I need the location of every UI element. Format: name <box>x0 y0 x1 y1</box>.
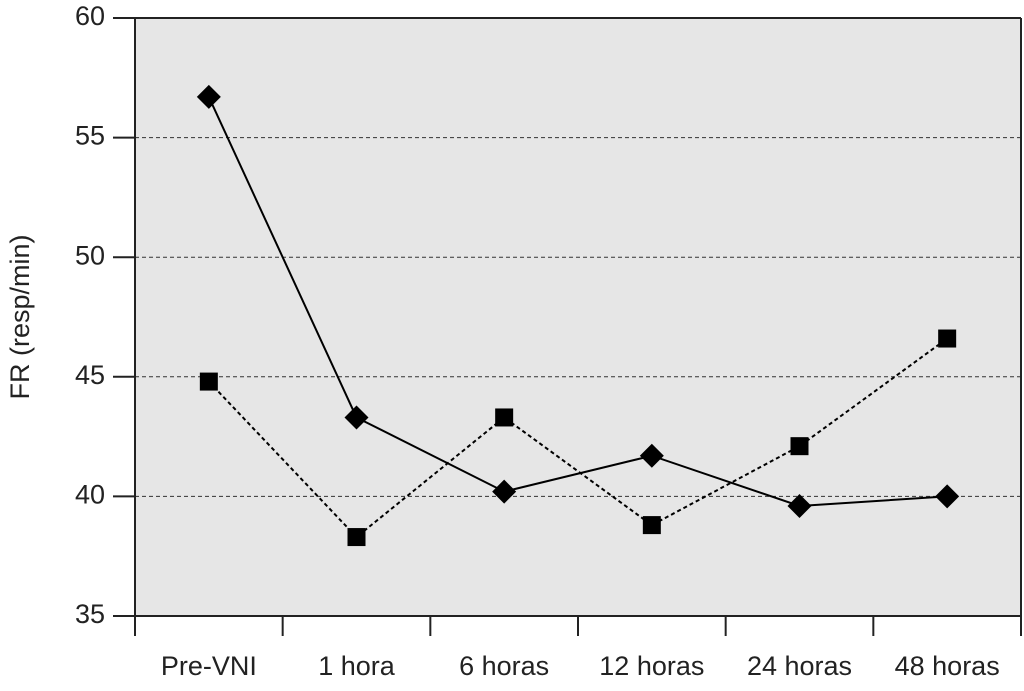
series-line <box>207 96 948 507</box>
diamond-marker <box>787 493 812 518</box>
diamond-marker <box>639 443 664 468</box>
square-marker <box>495 408 514 427</box>
diamond-marker <box>344 405 369 430</box>
y-tick-label: 60 <box>75 1 105 31</box>
x-tick-label: Pre-VNI <box>161 651 257 681</box>
x-tick-label: 24 horas <box>747 651 852 681</box>
y-tick-label: 35 <box>75 599 105 629</box>
square-marker <box>790 437 809 456</box>
y-tick-label: 40 <box>75 480 105 510</box>
x-tick-label: 12 horas <box>599 651 704 681</box>
square-marker <box>199 372 218 391</box>
y-axis-label: FR (resp/min) <box>5 234 35 399</box>
plot-area <box>135 18 1021 616</box>
x-tick-label: 6 horas <box>459 651 549 681</box>
square-marker <box>642 516 661 535</box>
y-tick-label: 55 <box>75 121 105 151</box>
y-tick-label: 50 <box>75 240 105 270</box>
square-marker <box>938 329 957 348</box>
y-tick-label: 45 <box>75 360 105 390</box>
square-marker <box>347 528 366 547</box>
x-tick-label: 1 hora <box>318 651 396 681</box>
x-tick-label: 48 horas <box>895 651 1000 681</box>
diamond-marker <box>492 479 517 504</box>
diamond-marker <box>196 84 221 109</box>
series-line <box>208 337 948 539</box>
diamond-marker <box>935 484 960 509</box>
